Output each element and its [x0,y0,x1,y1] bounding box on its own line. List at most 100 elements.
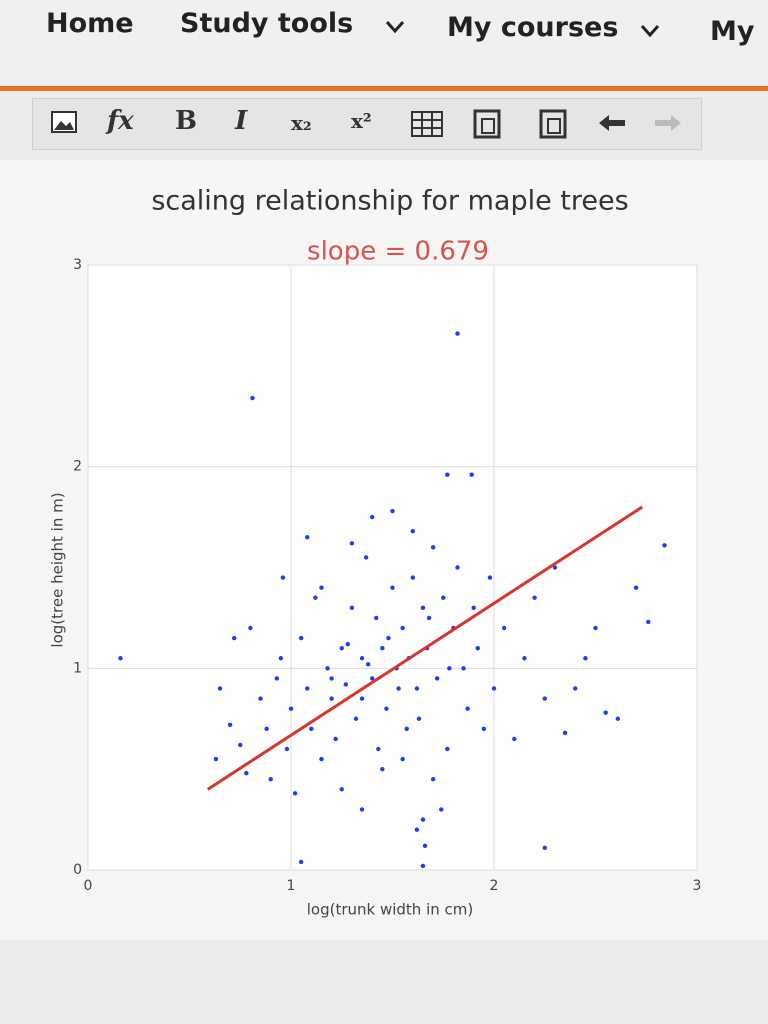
bold-button[interactable]: B [175,106,197,136]
data-point [455,565,460,570]
data-point [487,575,493,580]
data-point [434,676,440,681]
data-point [603,710,608,715]
data-point [118,656,123,661]
data-point [426,615,432,621]
y-axis-label: log(tree height in m) [49,492,67,647]
y-tick-label: 1 [73,660,82,676]
data-point [420,863,426,869]
data-point [353,716,359,721]
data-point [633,585,639,590]
data-point [430,545,436,550]
nav-item[interactable]: Study tools [180,8,354,39]
data-point [384,706,389,711]
data-point [662,543,667,548]
data-point [491,686,497,691]
data-point [404,726,409,732]
data-point [542,845,547,851]
data-point [390,585,395,590]
data-point [292,791,298,796]
data-point [278,656,284,661]
data-point [445,472,450,477]
data-point [455,331,460,336]
data-point [583,656,588,661]
data-point [469,472,474,477]
paste-word-icon[interactable] [539,107,567,139]
data-point [325,666,330,671]
data-point [365,662,371,667]
data-point [552,565,558,570]
data-point [305,686,310,691]
chevron [385,21,405,34]
data-point [238,742,243,748]
data-point [400,625,405,631]
fit-line [206,505,644,791]
data-point [475,645,480,651]
data-point [416,716,422,721]
data-point [217,686,223,691]
chevron [640,25,660,38]
data-point [400,756,405,762]
undo-icon[interactable] [597,113,627,133]
data-point [471,605,476,611]
x-tick-label: 3 [693,878,702,894]
data-point [313,595,318,600]
data-point [501,625,507,631]
nav-item[interactable]: My courses [447,12,619,43]
chart: scaling relationship for maple trees slo… [0,160,768,940]
data-point [593,625,598,631]
redo-icon[interactable] [653,113,683,133]
data-point [288,706,294,711]
data-point [231,635,237,641]
data-point [376,746,381,752]
table-icon[interactable] [411,111,443,137]
data-point [447,666,452,671]
x-axis-label: log(trunk width in cm) [307,901,474,919]
nav-bar: Home Study tools My courses My [0,0,768,91]
data-point [396,686,401,691]
data-point [422,843,428,848]
formula-button[interactable]: fx [107,106,134,136]
nav-item[interactable]: Home [46,8,134,39]
image-icon[interactable] [51,111,77,133]
data-point [481,726,487,732]
y-tick-label: 3 [73,257,82,273]
editor-toolbar: fx B I x₂ x² [32,98,702,150]
data-point [268,777,273,782]
data-point [349,541,355,546]
data-point [319,756,324,762]
data-point [562,730,568,736]
data-point [420,605,426,611]
data-point [227,722,233,727]
data-point [461,666,466,671]
data-point [305,535,310,540]
data-point [333,736,338,742]
data-point [248,625,253,631]
nav-item[interactable]: My [710,16,755,47]
data-point [309,726,314,732]
data-point [374,615,379,621]
data-point [370,676,375,681]
x-tick-label: 2 [490,878,499,894]
data-point [370,514,375,520]
data-point [573,686,578,691]
subscript-button[interactable]: x₂ [291,111,312,135]
data-point [250,395,255,401]
italic-button[interactable]: I [235,106,248,136]
data-point [430,777,436,782]
paste-icon[interactable] [473,107,501,139]
data-point [329,696,334,701]
superscript-button[interactable]: x² [351,109,372,133]
data-point [439,807,444,812]
data-point [298,635,304,641]
plot-area [87,264,698,871]
data-point [646,619,651,625]
data-point [258,696,263,701]
data-point [339,787,344,792]
data-point [274,676,279,681]
data-point [359,656,365,661]
chart-title: scaling relationship for maple trees [151,186,628,217]
data-point [532,595,537,600]
data-point [284,746,290,752]
